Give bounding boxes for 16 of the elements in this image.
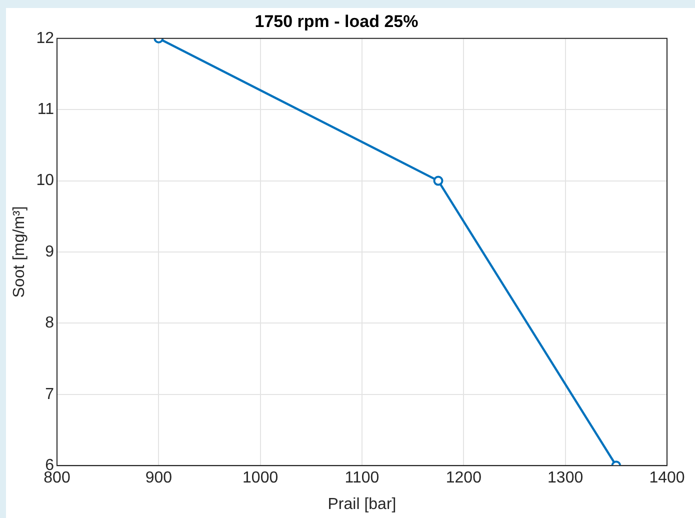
y-axis-title: Soot [mg/m³] <box>11 206 28 298</box>
y-tick-label: 11 <box>37 101 54 118</box>
x-tick-label: 1300 <box>548 470 584 487</box>
chart-title: 1750 rpm - load 25% <box>254 12 418 31</box>
x-axis-title: Prail [bar] <box>328 496 396 513</box>
y-tick-label: 12 <box>36 30 54 47</box>
x-tick-label: 1000 <box>242 470 278 487</box>
x-tick-label: 1200 <box>446 470 482 487</box>
y-tick-label: 9 <box>45 243 54 260</box>
y-tick-label: 7 <box>45 386 54 403</box>
x-tick-label: 900 <box>145 470 172 487</box>
x-tick-label: 1400 <box>649 470 685 487</box>
x-tick-label: 1100 <box>344 470 380 487</box>
y-tick-label: 8 <box>45 314 54 332</box>
point <box>433 176 444 186</box>
y-tick-label: 10 <box>36 172 54 190</box>
